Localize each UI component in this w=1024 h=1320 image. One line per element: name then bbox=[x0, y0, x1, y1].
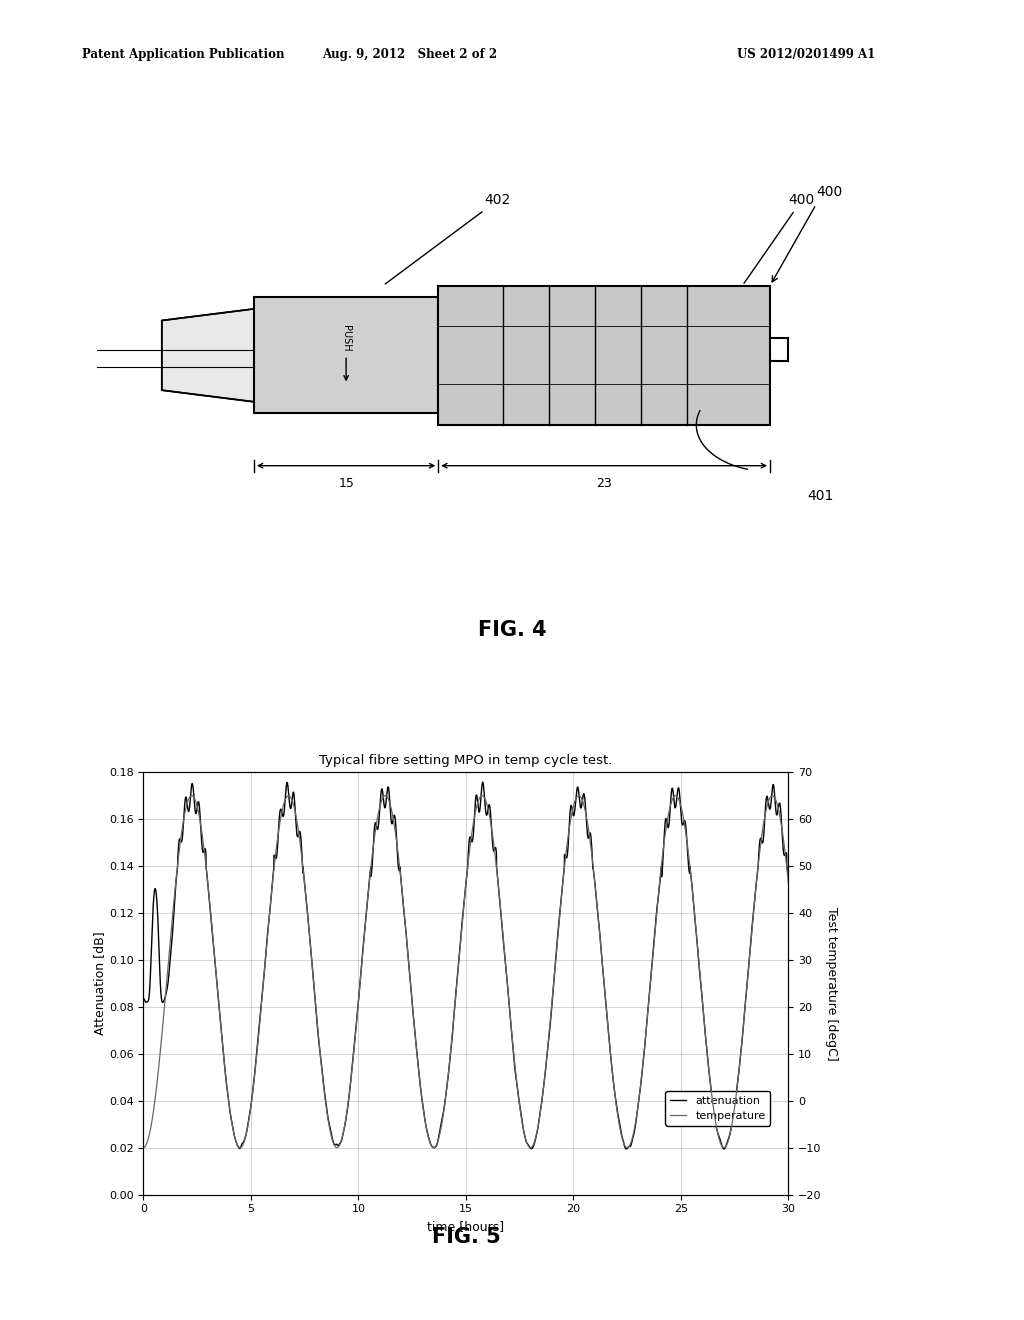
temperature bbox=[557, 874, 569, 890]
Text: 15: 15 bbox=[338, 478, 354, 490]
Text: 400: 400 bbox=[816, 185, 843, 198]
Line: attenuation: attenuation bbox=[143, 783, 788, 1148]
attenuation bbox=[557, 871, 569, 887]
temperature bbox=[524, 1139, 537, 1155]
Y-axis label: Attenuation [dB]: Attenuation [dB] bbox=[93, 932, 106, 1035]
Text: PUSH: PUSH bbox=[341, 325, 351, 351]
attenuation bbox=[137, 990, 150, 1006]
Polygon shape bbox=[162, 309, 254, 401]
Polygon shape bbox=[438, 285, 770, 425]
temperature bbox=[384, 796, 396, 812]
Y-axis label: Test temperature [degC]: Test temperature [degC] bbox=[825, 907, 839, 1060]
Text: 401: 401 bbox=[807, 488, 834, 503]
Legend: attenuation, temperature: attenuation, temperature bbox=[666, 1092, 770, 1126]
temperature bbox=[618, 1138, 631, 1154]
attenuation bbox=[782, 866, 795, 882]
Text: Patent Application Publication: Patent Application Publication bbox=[82, 48, 285, 61]
temperature bbox=[254, 1007, 266, 1023]
Title: Typical fibre setting MPO in temp cycle test.: Typical fibre setting MPO in temp cycle … bbox=[319, 754, 612, 767]
Text: FIG. 4: FIG. 4 bbox=[477, 620, 547, 640]
Text: 402: 402 bbox=[385, 193, 511, 284]
temperature bbox=[766, 788, 778, 804]
temperature bbox=[668, 789, 680, 805]
attenuation bbox=[254, 1005, 266, 1020]
Text: 400: 400 bbox=[744, 193, 815, 284]
Text: US 2012/0201499 A1: US 2012/0201499 A1 bbox=[737, 48, 876, 61]
attenuation bbox=[384, 795, 396, 810]
attenuation bbox=[668, 791, 680, 807]
Text: FIG. 5: FIG. 5 bbox=[431, 1228, 501, 1247]
attenuation bbox=[476, 775, 488, 791]
Text: 23: 23 bbox=[596, 478, 612, 490]
attenuation bbox=[718, 1140, 730, 1156]
temperature bbox=[782, 875, 795, 891]
temperature bbox=[137, 1139, 150, 1155]
Polygon shape bbox=[254, 297, 438, 413]
Text: Aug. 9, 2012   Sheet 2 of 2: Aug. 9, 2012 Sheet 2 of 2 bbox=[322, 48, 498, 61]
attenuation bbox=[618, 1139, 631, 1155]
Line: temperature: temperature bbox=[143, 796, 788, 1147]
attenuation bbox=[524, 1140, 537, 1156]
X-axis label: time [hours]: time [hours] bbox=[427, 1220, 505, 1233]
